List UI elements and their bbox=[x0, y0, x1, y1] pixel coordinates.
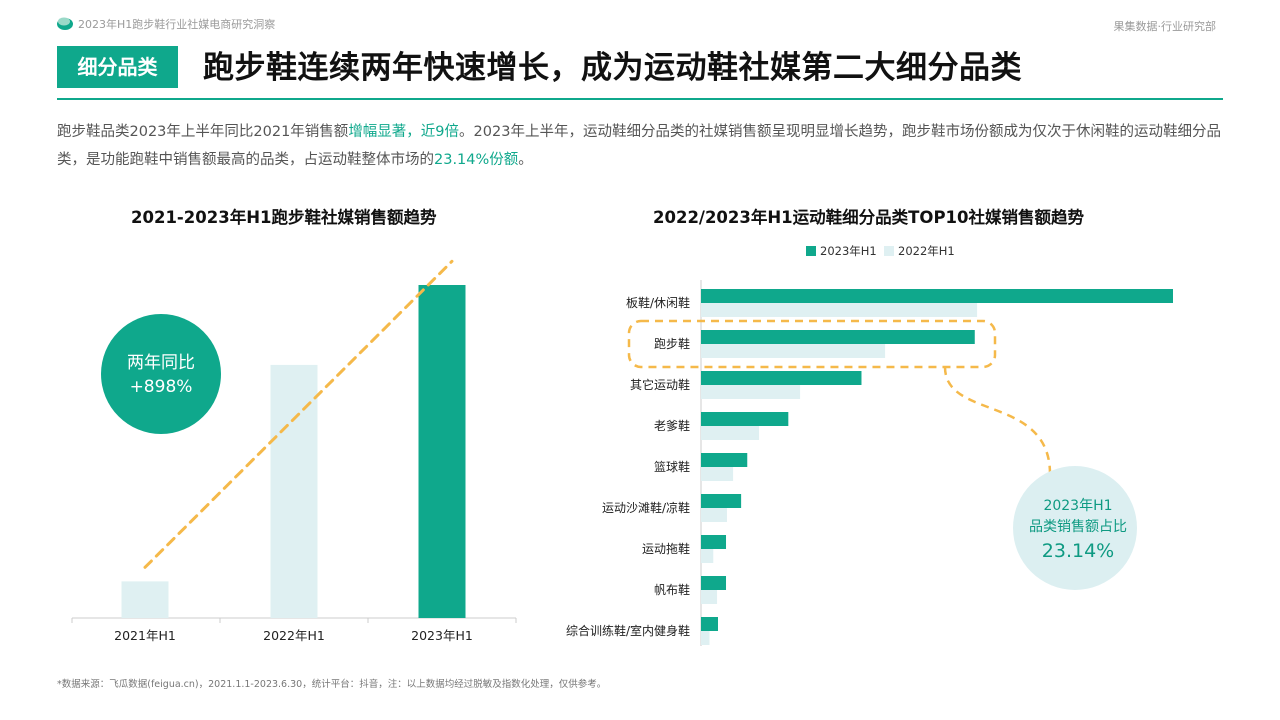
left-bar-2 bbox=[418, 285, 466, 618]
category-tag: 细分品类 bbox=[57, 46, 178, 88]
summary-text-2: 。2023年上半年，运动鞋细分品类的社媒销售额呈现明显增长趋势，跑步鞋市场份额成… bbox=[57, 124, 1221, 168]
bar-2022-6 bbox=[701, 549, 714, 563]
growth-circle-value: +898% bbox=[130, 377, 193, 397]
highlight-box bbox=[627, 319, 997, 369]
source-org: 果集数据·行业研究部 bbox=[1113, 20, 1217, 33]
left-x-label-1: 2022年H1 bbox=[263, 628, 325, 643]
legend-label-2022: 2022年H1 bbox=[898, 244, 955, 258]
category-label-5: 运动沙滩鞋/凉鞋 bbox=[602, 500, 690, 515]
category-label-2: 其它运动鞋 bbox=[630, 377, 690, 392]
bar-2022-1 bbox=[701, 344, 886, 358]
bar-2023-2 bbox=[701, 371, 862, 385]
page-title: 跑步鞋连续两年快速增长，成为运动鞋社媒第二大细分品类 bbox=[203, 50, 1022, 86]
bar-2023-0 bbox=[701, 289, 1173, 303]
bar-2023-5 bbox=[701, 494, 742, 508]
category-label-4: 篮球鞋 bbox=[654, 459, 690, 474]
left-x-label-2: 2023年H1 bbox=[411, 628, 473, 643]
left-chart-title: 2021-2023年H1跑步鞋社媒销售额趋势 bbox=[131, 208, 437, 227]
bar-2023-4 bbox=[701, 453, 748, 467]
left-bar-1 bbox=[270, 364, 318, 618]
summary-highlight-1: 增幅显著，近9倍 bbox=[348, 124, 460, 140]
footnote: *数据来源：飞瓜数据(feigua.cn)，2021.1.1-2023.6.30… bbox=[57, 679, 607, 690]
legend-swatch-2023 bbox=[806, 246, 816, 256]
category-label-1: 跑步鞋 bbox=[654, 336, 690, 351]
bar-2022-0 bbox=[701, 303, 978, 317]
bar-2023-3 bbox=[701, 412, 789, 426]
share-circle-value: 23.14% bbox=[1042, 540, 1114, 562]
top-bar: 2023年H1跑步鞋行业社媒电商研究洞察 果集数据·行业研究部 bbox=[56, 14, 1217, 33]
growth-circle bbox=[101, 314, 221, 434]
leaf-logo-icon bbox=[57, 17, 73, 30]
bar-2022-3 bbox=[701, 426, 760, 440]
share-circle-label: 2023年H1 bbox=[1043, 498, 1112, 514]
bar-2022-5 bbox=[701, 508, 727, 522]
title-divider bbox=[57, 98, 1223, 100]
bar-2023-7 bbox=[701, 576, 727, 590]
legend-label-2023: 2023年H1 bbox=[820, 244, 877, 258]
growth-circle-label: 两年同比 bbox=[127, 353, 195, 373]
summary-paragraph: 跑步鞋品类2023年上半年同比2021年销售额增幅显著，近9倍。2023年上半年… bbox=[57, 118, 1227, 174]
bar-2023-8 bbox=[701, 617, 718, 631]
left-x-label-0: 2021年H1 bbox=[114, 628, 176, 643]
summary-text-3: 。 bbox=[518, 152, 533, 168]
legend-swatch-2022 bbox=[884, 246, 894, 256]
category-label-3: 老爹鞋 bbox=[654, 418, 690, 433]
share-circle bbox=[1013, 466, 1137, 590]
category-label-7: 帆布鞋 bbox=[654, 582, 690, 597]
bar-2023-1 bbox=[701, 330, 975, 344]
bar-2023-6 bbox=[701, 535, 727, 549]
share-circle-sublabel: 品类销售额占比 bbox=[1029, 519, 1127, 535]
summary-highlight-2: 23.14%份额 bbox=[434, 152, 519, 168]
right-chart-title: 2022/2023年H1运动鞋细分品类TOP10社媒销售额趋势 bbox=[653, 208, 1084, 227]
category-label-0: 板鞋/休闲鞋 bbox=[626, 295, 690, 310]
bar-2022-2 bbox=[701, 385, 801, 399]
summary-text-1: 跑步鞋品类2023年上半年同比2021年销售额 bbox=[57, 124, 349, 140]
report-title: 2023年H1跑步鞋行业社媒电商研究洞察 bbox=[78, 18, 276, 31]
category-label-6: 运动拖鞋 bbox=[642, 541, 690, 556]
left-trend-line bbox=[143, 259, 454, 569]
bar-2022-7 bbox=[701, 590, 718, 604]
category-label-8: 综合训练鞋/室内健身鞋 bbox=[566, 623, 690, 638]
highlight-connector bbox=[943, 366, 1052, 475]
left-bar-0 bbox=[121, 581, 169, 618]
bar-2022-4 bbox=[701, 467, 734, 481]
bar-2022-8 bbox=[701, 631, 710, 645]
